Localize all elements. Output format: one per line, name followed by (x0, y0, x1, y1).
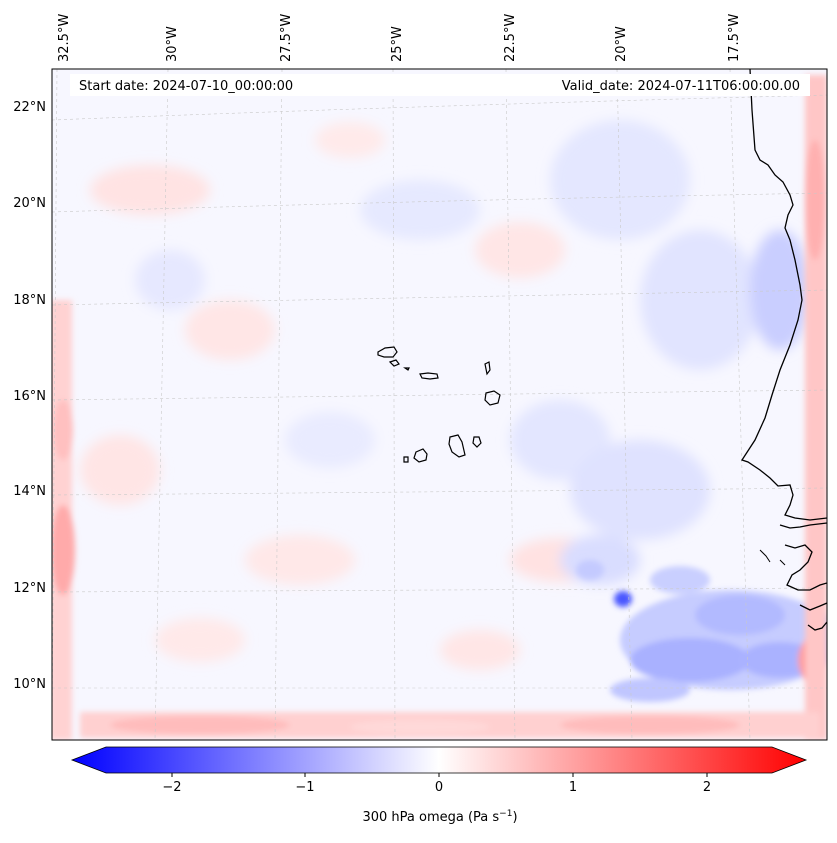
lon-label: 32.5°W (57, 14, 72, 62)
lon-label: 25°W (390, 26, 405, 62)
lat-label: 16°N (13, 389, 46, 404)
lat-label: 20°N (13, 196, 46, 211)
lat-label: 22°N (13, 100, 46, 115)
lon-label: 17.5°W (727, 14, 742, 62)
map-frame (51, 68, 828, 741)
title-strip (70, 74, 810, 96)
lat-label: 18°N (13, 293, 46, 308)
colorbar-tick-labels: −2 −1 0 1 2 (162, 780, 711, 795)
gridlines (52, 69, 827, 740)
colorbar-tick-label: 0 (435, 780, 443, 795)
longitude-labels: 32.5°W 30°W 27.5°W 25°W 22.5°W 20°W 17.5… (57, 14, 742, 62)
colorbar-tick-label: 1 (569, 780, 577, 795)
lon-label: 22.5°W (503, 14, 518, 62)
lat-label: 14°N (13, 484, 46, 499)
start-date-label: Start date: 2024-07-10_00:00:00 (79, 79, 293, 94)
colorbar-tick-label: −1 (295, 780, 314, 795)
colorbar-ticks (171, 773, 708, 777)
omega-field (52, 69, 827, 740)
colorbar: −2 −1 0 1 2 300 hPa omega (Pa s−1) (70, 746, 808, 825)
coastline (740, 69, 827, 631)
colorbar-tick-label: −2 (162, 780, 181, 795)
lat-label: 12°N (13, 581, 46, 596)
colorbar-tick-label: 2 (703, 780, 711, 795)
colorbar-body (70, 746, 808, 774)
latitude-labels: 22°N 20°N 18°N 16°N 14°N 12°N 10°N (13, 100, 46, 692)
lat-label: 10°N (13, 677, 46, 692)
cape-verde-islands (377, 346, 501, 463)
lon-label: 30°W (165, 26, 180, 62)
valid-date-label: Valid_date: 2024-07-11T06:00:00.00 (562, 79, 800, 94)
lon-label: 20°W (614, 26, 629, 62)
lon-label: 27.5°W (279, 14, 294, 62)
colorbar-label: 300 hPa omega (Pa s−1) (362, 809, 517, 825)
